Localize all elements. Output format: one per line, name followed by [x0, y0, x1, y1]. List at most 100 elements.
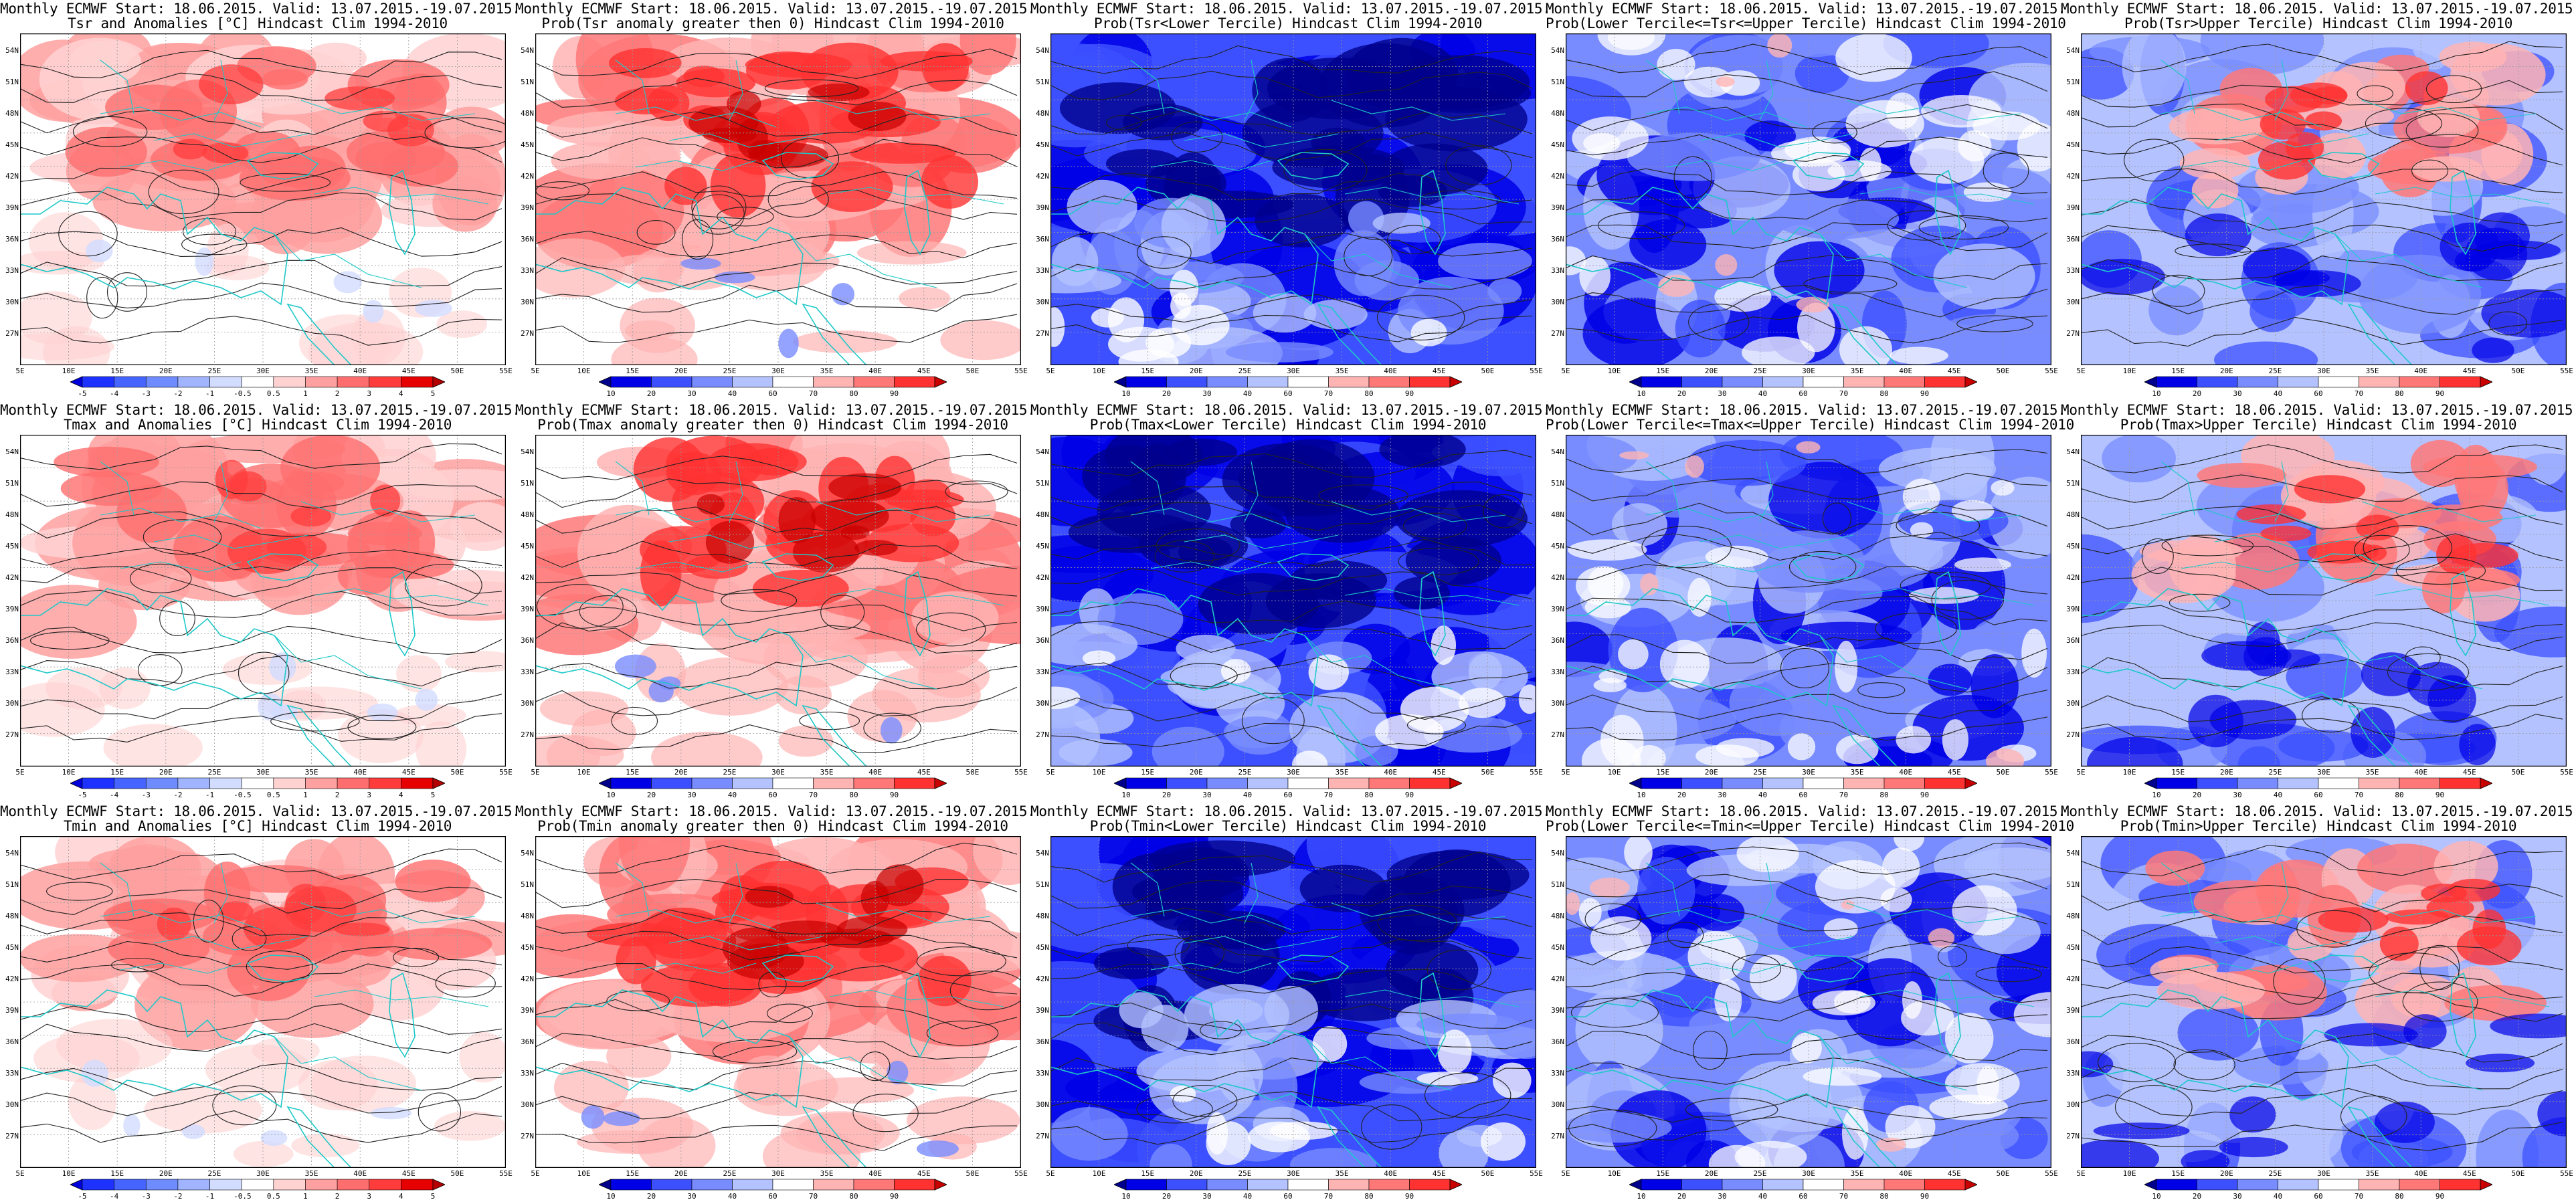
contour-line: [535, 230, 1018, 259]
coastlines: [1566, 862, 2035, 1168]
latitude-label: 54N: [5, 447, 19, 456]
country-border: [2160, 508, 2322, 529]
scale-label: 90: [1404, 1192, 1414, 1201]
latitude-label: 42N: [1036, 172, 1049, 181]
forecast-map: [535, 33, 1021, 365]
field-patch: [445, 651, 506, 673]
longitude-label: 10E: [577, 367, 591, 375]
country-border: [100, 508, 262, 529]
scale-segment: [610, 777, 652, 789]
latitude-label: 54N: [5, 849, 19, 858]
scale-label: 40: [727, 1192, 737, 1201]
panel-title-line2: Prob(Tsr>Upper Tercile) Hindcast Clim 19…: [2124, 15, 2513, 31]
scale-label: 40: [1243, 389, 1253, 398]
scale-label: -2: [173, 791, 183, 799]
panel-title-line2: Prob(Lower Tercile<=Tmin<=Upper Tercile)…: [1546, 818, 2074, 834]
country-border: [1759, 862, 1774, 924]
field-patch: [1285, 485, 1400, 543]
scale-label: 20: [2192, 1192, 2202, 1201]
scale-arrow-high: [1964, 376, 1977, 388]
longitude-label: 10E: [577, 1169, 591, 1178]
contour-line: [1050, 45, 1533, 74]
scale-segment: [337, 1179, 370, 1191]
longitude-label: 35E: [304, 768, 318, 777]
contour-line: [1566, 905, 2048, 932]
field-patch: [1372, 212, 1431, 234]
field-patch: [199, 64, 264, 104]
field-patch: [393, 704, 466, 726]
field-patch: [1894, 836, 1925, 851]
field-patch: [1587, 566, 1624, 601]
caspian-coast: [2450, 169, 2476, 256]
field-patch: [2214, 341, 2318, 365]
map-frame: [2081, 33, 2567, 365]
country-border: [1304, 1036, 1453, 1091]
longitude-label: 30E: [1287, 1169, 1300, 1178]
longitude-label: 40E: [2414, 768, 2428, 777]
latitude-label: 30N: [1551, 699, 1564, 708]
latitude-label: 36N: [5, 1037, 19, 1046]
field-patch: [1220, 659, 1251, 684]
field-patch: [618, 836, 690, 892]
scale-segment: [369, 777, 401, 789]
latitude-label: 54N: [2066, 447, 2080, 456]
longitude-label: 40E: [868, 768, 883, 777]
country-border: [2160, 106, 2322, 128]
scale-label: 90: [1404, 791, 1414, 799]
latitude-label: 45N: [521, 943, 534, 952]
field-patch: [606, 1034, 672, 1078]
country-border: [1150, 160, 1272, 171]
graticule: [2081, 836, 2567, 1168]
latitude-label: 42N: [1551, 573, 1564, 582]
scale-segment: [651, 376, 693, 388]
field-patch: [258, 693, 284, 721]
contour-loop: [636, 220, 676, 245]
field-patch: [1705, 545, 1768, 568]
latitude-label: 42N: [1551, 172, 1564, 181]
graticule: [1050, 33, 1536, 365]
field-patch: [1305, 969, 1425, 1021]
scale-segment: [2237, 376, 2278, 388]
longitude-label: 30E: [771, 1169, 785, 1178]
longitude-label: 40E: [868, 1169, 883, 1178]
contour-line: [2081, 714, 2563, 740]
field-patch: [752, 569, 849, 607]
scale-segment: [2318, 376, 2359, 388]
field-patch: [1716, 738, 1774, 758]
color-scale-bar: [70, 777, 445, 789]
graticule: [1566, 33, 2051, 365]
scale-segment: [337, 376, 370, 388]
contour-lines: [1050, 851, 1533, 1150]
contour-line: [1566, 993, 2048, 1022]
scale-label: 30: [1202, 1192, 1212, 1201]
field-patch: [1597, 33, 1666, 56]
longitude-label: 15E: [626, 367, 640, 375]
scale-label: 60: [2314, 1192, 2323, 1201]
contour-loop: [1685, 1098, 1778, 1122]
scale-label: 30: [687, 389, 697, 398]
coastlines: [1566, 461, 2035, 767]
scale-segment: [1924, 1179, 1966, 1191]
contour-line: [2081, 80, 2563, 108]
country-border: [816, 501, 991, 522]
contour-loop: [1445, 145, 1512, 186]
scale-arrow-high: [2480, 376, 2492, 388]
longitude-label: 20E: [1189, 367, 1203, 375]
field-patch: [1803, 1067, 1882, 1086]
field-patch: [1161, 195, 1226, 258]
field-patch: [1067, 179, 1137, 234]
scale-label: 70: [1323, 389, 1333, 398]
country-border: [729, 461, 743, 522]
longitude-label: 15E: [1141, 1169, 1155, 1178]
field-patch: [1624, 836, 1653, 871]
panel-title-line1: Monthly ECMWF Start: 18.06.2015. Valid: …: [515, 402, 1036, 418]
country-border: [1846, 902, 2021, 924]
country-border: [100, 106, 262, 128]
caspian-coast: [389, 972, 416, 1058]
field-patch: [741, 447, 807, 476]
latitude-label: 45N: [5, 542, 19, 550]
field-patch: [1928, 928, 1954, 948]
country-border: [1846, 100, 2021, 121]
contour-line: [1050, 1091, 1532, 1122]
scale-segment: [1803, 1179, 1844, 1191]
